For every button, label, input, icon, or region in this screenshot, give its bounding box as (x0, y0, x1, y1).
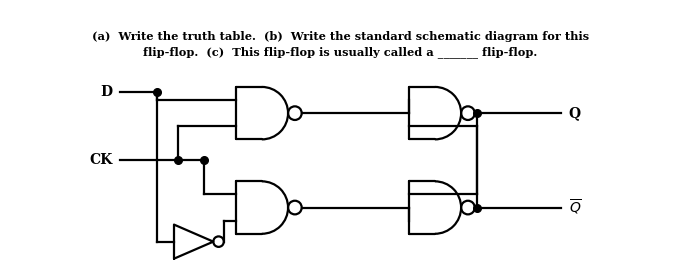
Text: CK: CK (89, 153, 112, 167)
Text: (a)  Write the truth table.  (b)  Write the standard schematic diagram for this: (a) Write the truth table. (b) Write the… (92, 31, 589, 43)
Text: Q: Q (569, 106, 581, 120)
Text: $\overline{Q}$: $\overline{Q}$ (569, 198, 582, 217)
Text: D: D (100, 85, 112, 99)
Text: flip-flop.  (c)  This flip-flop is usually called a _______ flip-flop.: flip-flop. (c) This flip-flop is usually… (144, 46, 537, 58)
